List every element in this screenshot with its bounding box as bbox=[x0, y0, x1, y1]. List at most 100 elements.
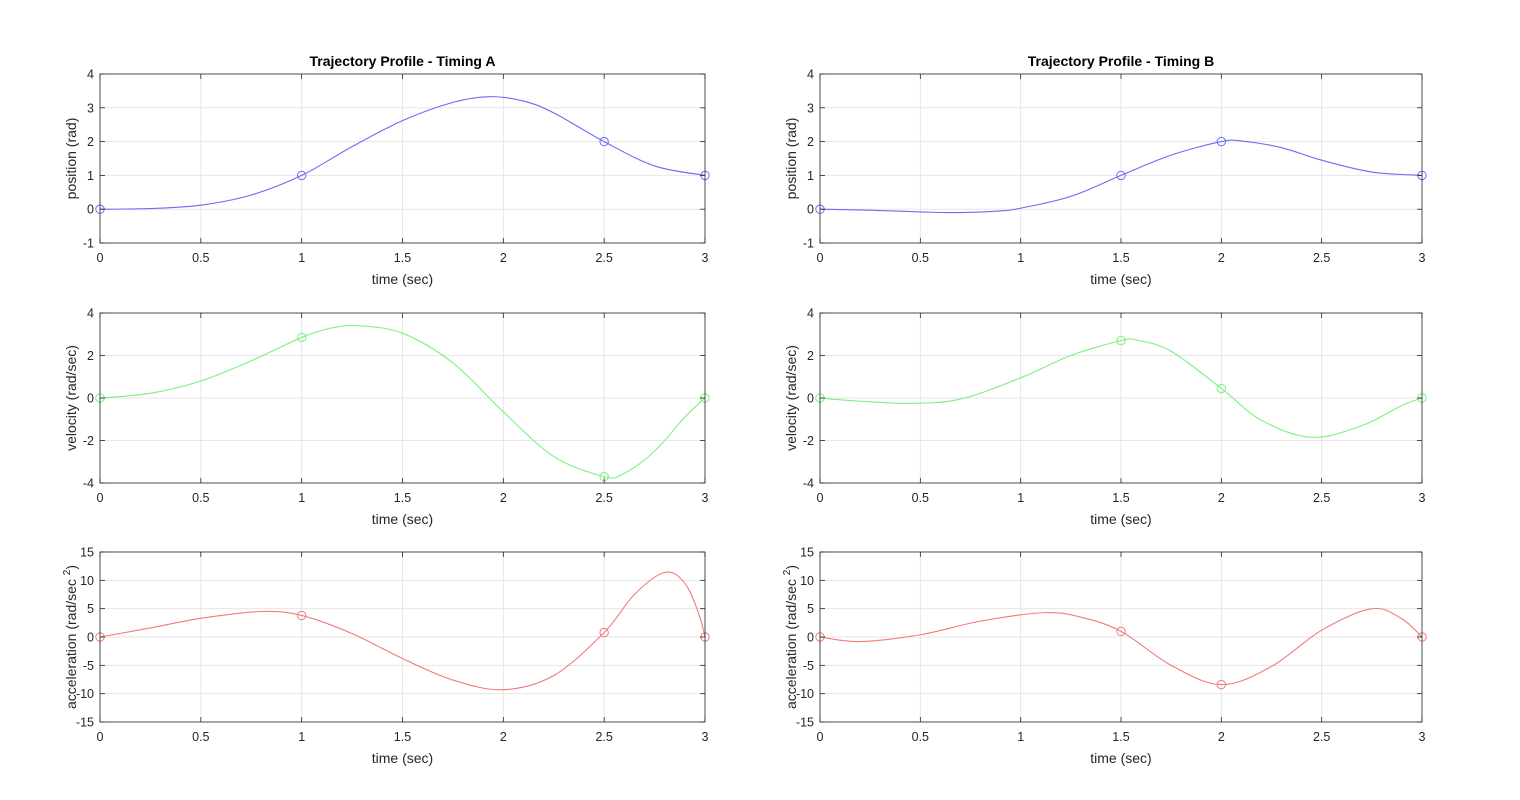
waypoint-marker-icon bbox=[599, 627, 609, 638]
y-axis-label: velocity (rad/sec) bbox=[63, 345, 79, 451]
x-tick-label: 3 bbox=[702, 491, 709, 505]
x-axis-label: time (sec) bbox=[1090, 750, 1151, 766]
y-tick-label: -4 bbox=[803, 477, 814, 491]
x-tick-label: 0 bbox=[97, 491, 104, 505]
y-tick-label: -4 bbox=[83, 477, 94, 491]
x-tick-label: 0 bbox=[817, 730, 824, 744]
y-tick-label: 0 bbox=[807, 392, 814, 406]
waypoint-marker-icon bbox=[599, 136, 609, 147]
y-tick-label: -2 bbox=[83, 434, 94, 448]
subplot-A-acceleration: 0 0.5 1 1.5 2 2.5 3 -15 -10 -5 0 5 10 15 time (sec) acc… bbox=[62, 546, 710, 766]
x-tick-label: 2.5 bbox=[1313, 491, 1330, 505]
y-tick-label: -5 bbox=[83, 659, 94, 673]
y-tick-label: 1 bbox=[87, 169, 94, 183]
x-tick-label: 2.5 bbox=[595, 730, 612, 744]
x-tick-label: 0.5 bbox=[912, 251, 929, 265]
y-tick-label: 2 bbox=[807, 349, 814, 363]
waypoint-marker-icon bbox=[1216, 383, 1227, 394]
x-tick-label: 2 bbox=[1218, 730, 1225, 744]
y-tick-label: 5 bbox=[87, 602, 94, 616]
waypoint-marker-icon bbox=[1216, 136, 1227, 147]
y-tick-label: 10 bbox=[80, 574, 94, 588]
x-tick-label: 1.5 bbox=[394, 491, 411, 505]
y-tick-label: 0 bbox=[807, 631, 814, 645]
x-tick-label: 3 bbox=[702, 730, 709, 744]
y-axis-label: acceleration (rad/sec 2) bbox=[62, 565, 79, 709]
x-tick-label: 1.5 bbox=[394, 251, 411, 265]
x-tick-label: 0.5 bbox=[912, 491, 929, 505]
y-axis-label: acceleration (rad/sec 2) bbox=[782, 565, 799, 709]
x-tick-label: 1.5 bbox=[1112, 730, 1129, 744]
x-tick-label: 1 bbox=[298, 491, 305, 505]
y-tick-label: -2 bbox=[803, 434, 814, 448]
y-tick-label: 15 bbox=[80, 546, 94, 560]
x-tick-label: 3 bbox=[1419, 730, 1426, 744]
waypoint-marker-icon bbox=[296, 170, 307, 181]
x-tick-label: 3 bbox=[1419, 491, 1426, 505]
plot-title: Trajectory Profile - Timing B bbox=[1028, 53, 1214, 69]
x-tick-label: 2 bbox=[1218, 491, 1225, 505]
x-tick-label: 2.5 bbox=[595, 491, 612, 505]
x-tick-label: 0 bbox=[817, 251, 824, 265]
y-tick-label: 5 bbox=[807, 602, 814, 616]
y-tick-label: 15 bbox=[800, 546, 814, 560]
y-tick-label: -1 bbox=[83, 237, 94, 251]
waypoint-marker-icon bbox=[1116, 626, 1126, 637]
x-tick-label: 0 bbox=[817, 491, 824, 505]
trajectory-curve bbox=[819, 607, 1423, 686]
x-axis-label: time (sec) bbox=[1090, 271, 1151, 287]
y-tick-label: 3 bbox=[807, 101, 814, 115]
trajectory-curve bbox=[99, 571, 706, 691]
trajectory-curve bbox=[819, 139, 1423, 214]
plot-title: Trajectory Profile - Timing A bbox=[310, 53, 496, 69]
x-tick-label: 0.5 bbox=[192, 491, 209, 505]
x-tick-label: 3 bbox=[1419, 251, 1426, 265]
y-tick-label: 0 bbox=[87, 392, 94, 406]
x-tick-label: 0 bbox=[97, 251, 104, 265]
y-tick-label: 4 bbox=[87, 307, 94, 321]
x-tick-label: 0.5 bbox=[192, 251, 209, 265]
x-tick-label: 2.5 bbox=[1313, 251, 1330, 265]
y-tick-label: -10 bbox=[796, 687, 814, 701]
subplot-B-velocity: 0 0.5 1 1.5 2 2.5 3 -4 -2 0 2 4 time (sec) velocity (… bbox=[783, 307, 1427, 527]
subplot-B-acceleration: 0 0.5 1 1.5 2 2.5 3 -15 -10 -5 0 5 10 15 time (sec) acc… bbox=[782, 546, 1427, 766]
y-axis-label: velocity (rad/sec) bbox=[783, 345, 799, 451]
y-tick-label: 4 bbox=[807, 307, 814, 321]
x-tick-label: 1 bbox=[298, 730, 305, 744]
y-tick-label: -15 bbox=[76, 716, 94, 730]
y-tick-label: -15 bbox=[796, 716, 814, 730]
x-axis-label: time (sec) bbox=[372, 511, 433, 527]
waypoint-marker-icon bbox=[1216, 679, 1227, 690]
y-tick-label: 3 bbox=[87, 101, 94, 115]
trajectory-curve bbox=[99, 96, 706, 210]
y-tick-label: 0 bbox=[807, 203, 814, 217]
x-tick-label: 2 bbox=[500, 491, 507, 505]
waypoint-marker-icon bbox=[296, 610, 307, 621]
y-tick-label: -5 bbox=[803, 659, 814, 673]
x-tick-label: 1.5 bbox=[1112, 491, 1129, 505]
y-tick-label: -10 bbox=[76, 687, 94, 701]
y-tick-label: 4 bbox=[807, 68, 814, 82]
y-axis-label: position (rad) bbox=[63, 118, 79, 200]
x-axis-label: time (sec) bbox=[372, 750, 433, 766]
x-tick-label: 2 bbox=[500, 251, 507, 265]
x-tick-label: 0 bbox=[97, 730, 104, 744]
x-axis-label: time (sec) bbox=[372, 271, 433, 287]
y-tick-label: 0 bbox=[87, 631, 94, 645]
y-tick-label: -1 bbox=[803, 237, 814, 251]
y-axis-label: position (rad) bbox=[783, 118, 799, 200]
x-tick-label: 1 bbox=[298, 251, 305, 265]
x-tick-label: 2.5 bbox=[595, 251, 612, 265]
x-tick-label: 1 bbox=[1017, 251, 1024, 265]
x-tick-label: 1 bbox=[1017, 730, 1024, 744]
y-tick-label: 1 bbox=[807, 169, 814, 183]
x-tick-label: 0.5 bbox=[192, 730, 209, 744]
subplot-A-velocity: 0 0.5 1 1.5 2 2.5 3 -4 -2 0 2 4 time (sec) velocity (… bbox=[63, 307, 710, 527]
y-tick-label: 2 bbox=[87, 349, 94, 363]
y-tick-label: 0 bbox=[87, 203, 94, 217]
waypoint-marker-icon bbox=[296, 332, 307, 343]
y-tick-label: 2 bbox=[807, 135, 814, 149]
